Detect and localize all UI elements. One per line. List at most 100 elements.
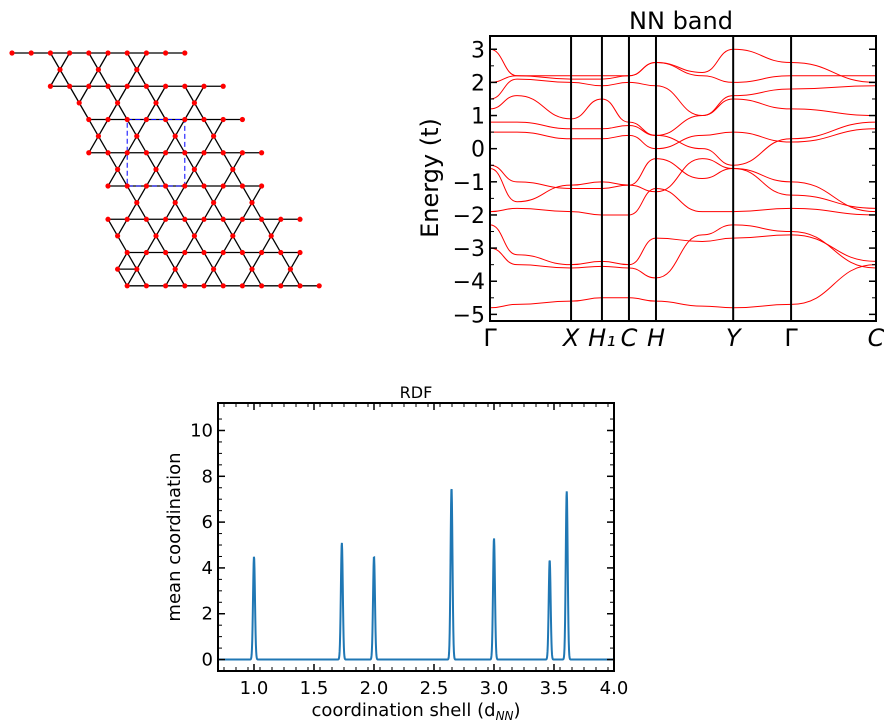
lattice-bond [184, 218, 195, 237]
lattice-bond [184, 85, 195, 104]
lattice-bond [203, 252, 215, 270]
lattice-atom [230, 166, 236, 172]
rdf-chart: RDF mean coordination coordination shell… [164, 383, 628, 723]
lattice-atom [143, 150, 149, 156]
rdf-x-tick-label: 3.5 [540, 678, 569, 699]
lattice-bond [126, 202, 138, 220]
lattice-atom [297, 283, 303, 289]
lattice-atom [124, 183, 130, 189]
lattice-bond [222, 235, 234, 253]
lattice-atom [124, 83, 130, 89]
lattice-bond [136, 119, 147, 137]
lattice-atom [201, 283, 207, 289]
lattice-bond [88, 119, 99, 137]
lattice-atom [182, 183, 188, 189]
lattice-bond [126, 119, 138, 137]
lattice-bond [203, 119, 215, 137]
lattice-atom [239, 116, 245, 123]
lattice-atom [182, 249, 188, 256]
lattice-bond [184, 235, 195, 253]
band-series-line [490, 121, 877, 166]
lattice-atom [220, 283, 226, 289]
lattice-atom [316, 283, 322, 289]
band-y-tick-label: 3 [471, 38, 485, 63]
band-series-line [489, 187, 877, 216]
lattice-atom [220, 216, 226, 222]
lattice-bond [97, 119, 109, 137]
rdf-x-tick-label: 1.0 [240, 678, 269, 699]
lattice-bond [155, 169, 167, 187]
lattice-bond [117, 169, 128, 187]
lattice-atom [143, 183, 149, 189]
lattice-bond [136, 135, 147, 154]
lattice-atom [220, 249, 226, 256]
lattice-bond [136, 268, 147, 287]
lattice-atom [201, 116, 207, 123]
lattice-bond [59, 69, 71, 87]
lattice-bond [165, 252, 176, 270]
lattice-atom [297, 216, 303, 222]
lattice-atom [268, 233, 274, 239]
lattice-diagram [9, 50, 322, 289]
band-k-label: C [868, 324, 884, 352]
lattice-atom [211, 200, 217, 206]
lattice-atom [105, 150, 111, 156]
lattice-atom [182, 150, 188, 156]
lattice-atom [239, 283, 245, 289]
lattice-atom [278, 216, 284, 222]
lattice-atom [163, 283, 169, 289]
lattice-atom [86, 116, 92, 123]
lattice-atom [220, 116, 226, 123]
lattice-bond [213, 268, 224, 287]
lattice-atom [259, 283, 265, 289]
lattice-bond [117, 252, 128, 270]
lattice-atom [182, 116, 188, 123]
band-series-line [489, 128, 877, 150]
k-point-lines [570, 36, 793, 321]
rdf-x-axis-label-close: ) [514, 700, 521, 721]
lattice-bond [222, 152, 234, 170]
lattice-atom [124, 150, 130, 156]
lattice-bond [155, 218, 167, 237]
band-y-ticks: 3 2 1 0 −1 −2 −3 −4 −5 [453, 38, 876, 328]
lattice-atom [211, 266, 217, 272]
lattice-bond [136, 185, 147, 203]
lattice-atom [86, 83, 92, 89]
lattice-atom [143, 216, 149, 222]
lattice-bond [88, 69, 99, 87]
lattice-bond [213, 135, 224, 154]
rdf-series-line [218, 488, 614, 661]
lattice-bond [117, 85, 128, 104]
band-series-line [489, 62, 876, 83]
lattice-bond [193, 152, 205, 170]
lattice-atom [67, 50, 73, 56]
rdf-plot-frame [217, 402, 615, 672]
lattice-atom [239, 216, 245, 222]
lattice-bond [213, 252, 224, 270]
lattice-atom [124, 216, 130, 222]
lattice-bond [165, 268, 176, 287]
lattice-bond [203, 268, 215, 287]
lattice-bond [289, 252, 301, 270]
rdf-ticks: 1.0 1.5 2.0 2.5 3.0 3.5 4.0 0 2 4 6 8 10 [190, 403, 628, 699]
lattice-atom [278, 283, 284, 289]
band-y-tick-label: −1 [453, 171, 485, 196]
lattice-bond [213, 119, 224, 137]
lattice-bond [213, 202, 224, 220]
lattice-atom [115, 166, 121, 172]
lattice-atom [134, 200, 140, 206]
lattice-bond [251, 268, 263, 287]
lattice-atom [57, 67, 63, 73]
lattice-bond [174, 119, 186, 137]
lattice-bond [97, 69, 109, 87]
rdf-y-axis-label: mean coordination [164, 452, 185, 621]
lattice-bond [78, 85, 90, 104]
band-series-line [489, 158, 877, 209]
lattice-bond [165, 185, 176, 203]
lattice-atom [115, 266, 121, 272]
band-series-line [489, 264, 877, 309]
lattice-atom [220, 150, 226, 156]
lattice-atom [163, 150, 169, 156]
band-k-label: H [647, 324, 665, 352]
